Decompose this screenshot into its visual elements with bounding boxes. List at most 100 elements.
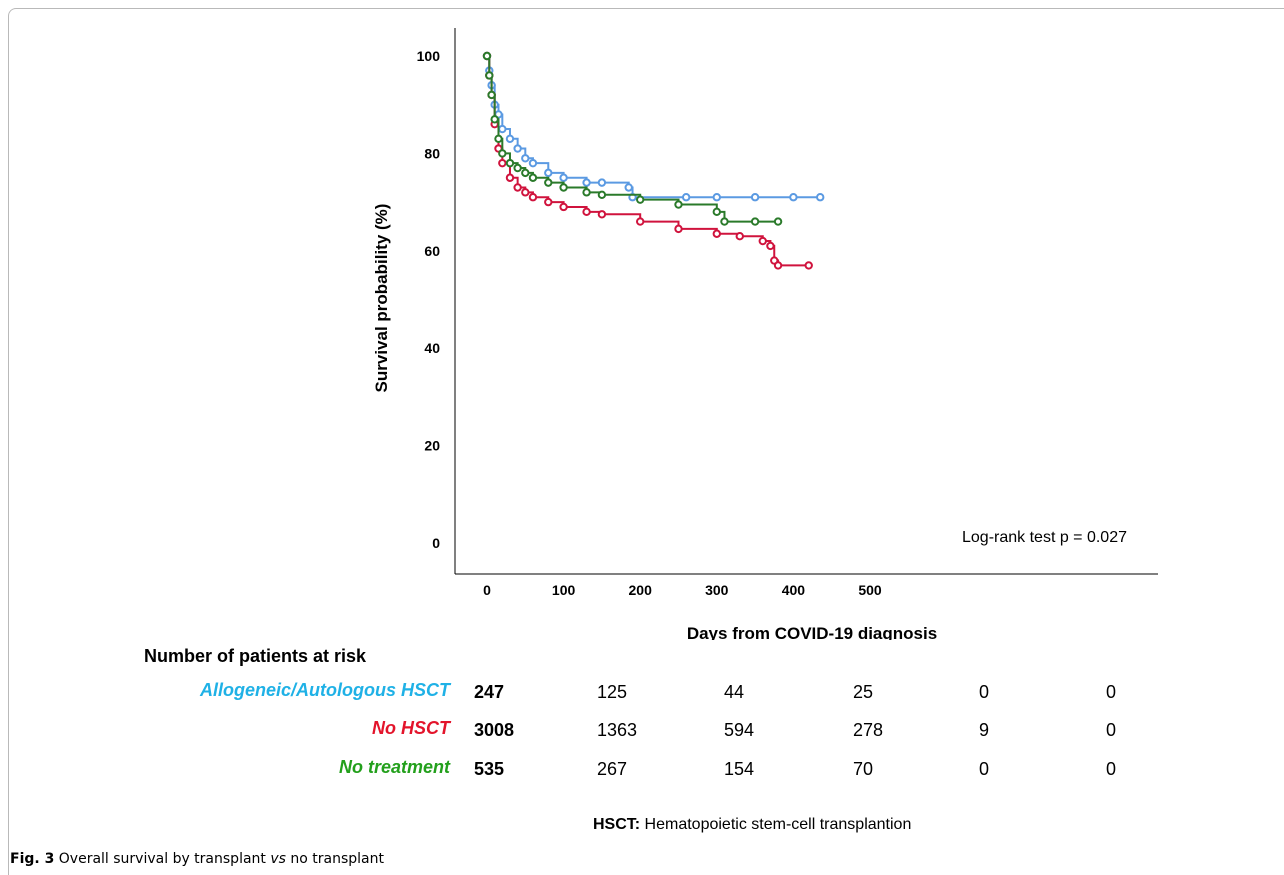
risk-row-value: 267 — [597, 759, 628, 779]
y-tick-labels: 0 20 40 60 80 100 — [417, 48, 441, 551]
risk-row-value: 125 — [597, 682, 628, 702]
censor-marker — [712, 229, 721, 238]
hsct-footnote: HSCT: Hematopoietic stem-cell transplant… — [593, 816, 911, 834]
y-tick-label: 60 — [424, 243, 440, 259]
survival-chart: 0 20 40 60 80 100 0 100 200 300 400 500 Survival p… — [372, 28, 1158, 640]
censor-marker — [521, 188, 530, 197]
hsct-definition: Hematopoietic stem-cell transplantion — [640, 816, 912, 833]
censor-marker — [582, 178, 591, 187]
risk-row-value: 0 — [1106, 759, 1117, 779]
censor-marker — [766, 241, 775, 251]
censor-marker — [712, 193, 721, 202]
censor-marker — [735, 231, 744, 241]
risk-row-value: 3008 — [474, 720, 515, 740]
x-tick-labels: 0 100 200 300 400 500 — [483, 582, 882, 598]
censor-marker — [789, 193, 798, 202]
censor-marker — [513, 144, 522, 153]
x-tick-label: 500 — [858, 582, 882, 598]
censor-marker — [758, 236, 767, 246]
risk-row-value: 0 — [1106, 720, 1117, 740]
x-axis-title: Days from COVID-19 diagnosis — [687, 624, 937, 640]
y-tick-label: 40 — [424, 340, 440, 356]
censor-marker — [597, 190, 607, 199]
censor-marker — [498, 124, 507, 134]
censor-marker — [485, 71, 494, 80]
censor-marker — [559, 183, 568, 192]
censor-marker — [597, 178, 607, 187]
censor-marker — [498, 158, 507, 168]
censor-marker — [528, 158, 538, 168]
y-tick-label: 100 — [417, 48, 441, 64]
risk-row-value: 278 — [853, 720, 884, 740]
censor-marker — [816, 193, 825, 202]
censor-marker — [494, 134, 503, 143]
censor-marker — [750, 193, 760, 202]
caption-fig-number: Fig. 3 — [10, 851, 55, 867]
censor-marker — [636, 217, 645, 226]
y-axis-title: Survival probability (%) — [372, 204, 391, 393]
caption-vs: vs — [270, 851, 286, 867]
censor-marker — [490, 115, 499, 124]
censor-marker — [720, 217, 729, 226]
risk-row-label: Allogeneic/Autologous HSCT — [200, 680, 450, 700]
censor-marker — [681, 193, 691, 202]
figure-frame — [8, 8, 1284, 875]
x-tick-label: 200 — [629, 582, 653, 598]
chart-curves — [482, 51, 825, 270]
y-tick-label: 80 — [424, 145, 440, 161]
censor-marker — [636, 195, 645, 204]
risk-row-label: No HSCT — [372, 718, 450, 738]
censor-marker — [674, 224, 683, 234]
risk-row-value: 25 — [853, 682, 874, 702]
censor-marker — [804, 261, 813, 270]
censor-marker — [624, 183, 633, 192]
x-tick-label: 300 — [705, 582, 729, 598]
censor-marker — [750, 217, 760, 226]
risk-row-value: 535 — [474, 759, 505, 779]
risk-row-value: 0 — [979, 759, 990, 779]
y-tick-label: 20 — [424, 438, 440, 454]
caption-text-2: no transplant — [285, 851, 384, 867]
censor-marker — [582, 207, 591, 217]
censor-marker — [559, 173, 568, 182]
x-tick-label: 0 — [483, 582, 491, 598]
y-tick-label: 0 — [432, 535, 440, 551]
risk-row-value: 44 — [724, 682, 745, 702]
hsct-term: HSCT: — [593, 816, 641, 833]
censor-marker — [528, 193, 538, 202]
censor-marker — [521, 154, 530, 163]
censor-marker — [773, 261, 783, 270]
censor-marker — [482, 51, 492, 61]
risk-row-value: 1363 — [597, 720, 638, 740]
censor-marker — [597, 210, 607, 219]
risk-row-value: 0 — [1106, 682, 1117, 702]
figure-caption: Fig. 3 Overall survival by transplant vs… — [10, 851, 384, 867]
caption-text-1: Overall survival by transplant — [54, 851, 271, 867]
censor-marker — [528, 173, 538, 182]
risk-row-value: 247 — [474, 682, 505, 702]
x-tick-label: 400 — [782, 582, 806, 598]
risk-table-title: Number of patients at risk — [144, 646, 367, 666]
x-tick-label: 100 — [552, 582, 576, 598]
risk-row-value: 594 — [724, 720, 755, 740]
chart-axes — [454, 28, 1158, 575]
censor-marker — [544, 168, 553, 178]
censor-marker — [544, 197, 553, 207]
censor-marker — [513, 183, 522, 192]
censor-marker — [505, 173, 515, 182]
series-3 — [482, 51, 783, 226]
censor-marker — [559, 202, 568, 212]
censor-marker — [582, 188, 591, 197]
censor-marker — [498, 149, 507, 158]
risk-row-value: 0 — [979, 682, 990, 702]
censor-marker — [773, 217, 783, 226]
risk-row-label: No treatment — [338, 757, 450, 777]
censor-marker — [505, 158, 515, 168]
risk-row-value: 154 — [724, 759, 755, 779]
censor-marker — [712, 207, 721, 217]
censor-marker — [544, 178, 553, 187]
censor-marker — [521, 168, 530, 178]
censor-marker — [674, 200, 683, 209]
censor-marker — [513, 163, 522, 173]
censor-marker — [487, 90, 496, 100]
